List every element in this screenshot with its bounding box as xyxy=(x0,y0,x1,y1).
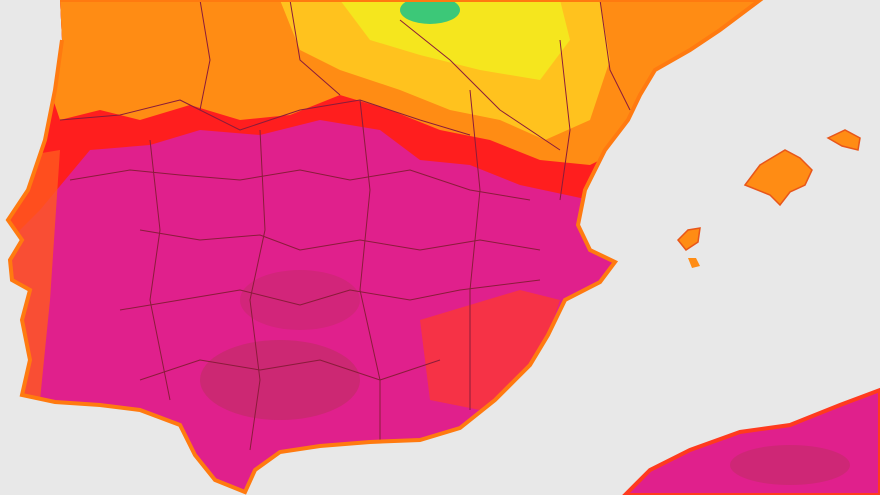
coastline xyxy=(5,0,764,495)
north-africa xyxy=(622,387,880,495)
inland-hot xyxy=(240,270,360,330)
mallorca xyxy=(743,149,813,207)
southeast-band xyxy=(420,290,560,410)
menorca xyxy=(826,129,861,151)
inland-hot xyxy=(200,340,360,420)
north-africa-hot xyxy=(730,445,850,485)
ibiza xyxy=(676,227,701,252)
cooler-zone xyxy=(340,0,570,80)
province-borders xyxy=(59,0,631,451)
formentera xyxy=(688,258,700,268)
cold-spot xyxy=(400,0,460,24)
